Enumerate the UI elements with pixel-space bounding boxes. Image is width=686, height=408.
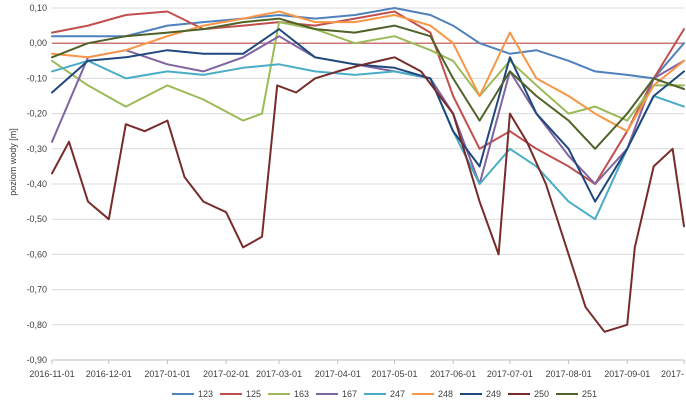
legend-label-125: 125 <box>246 389 261 399</box>
x-tick-label: 2016-11-01 <box>29 369 74 379</box>
y-tick-label: -0,50 <box>26 214 47 224</box>
x-axis-ticks: 2016-11-01 2016-12-01 2017-01-01 2017-02-01… <box>29 359 685 379</box>
x-tick-label: 2017-07-01 <box>487 369 533 379</box>
x-tick-label: 2016-12-01 <box>86 369 132 379</box>
series-lines <box>51 7 685 333</box>
x-tick-label: 2017-03-01 <box>256 369 302 379</box>
series-line-250 <box>51 56 685 333</box>
legend-label-123: 123 <box>198 389 213 399</box>
y-tick-label: 0,10 <box>29 3 47 13</box>
series-line-125 <box>51 10 685 185</box>
legend-label-163: 163 <box>294 389 309 399</box>
legend-label-249: 249 <box>486 389 501 399</box>
legend: 123 125 163 167 247 248 249 250 251 <box>172 389 597 399</box>
x-tick-label: 2017-01-01 <box>144 369 190 379</box>
series-line-123 <box>51 7 685 80</box>
gridlines <box>52 7 684 361</box>
x-tick-label: 2017-08-01 <box>546 369 592 379</box>
y-tick-label: -0,20 <box>26 109 47 119</box>
legend-label-167: 167 <box>342 389 357 399</box>
y-tick-label: 0,00 <box>29 38 47 48</box>
series-line-248 <box>51 10 685 133</box>
x-tick-label: 2017- <box>661 369 684 379</box>
y-tick-label: -0,30 <box>26 144 47 154</box>
legend-label-251: 251 <box>582 389 597 399</box>
series-line-247 <box>51 59 685 221</box>
y-axis-title: poziom wody [m] <box>8 128 18 196</box>
legend-label-250: 250 <box>534 389 549 399</box>
y-tick-label: -0,70 <box>26 285 47 295</box>
y-tick-label: -0,10 <box>26 73 47 83</box>
series-line-163 <box>51 21 685 122</box>
x-tick-label: 2017-09-01 <box>604 369 650 379</box>
x-tick-label: 2017-06-01 <box>430 369 476 379</box>
x-tick-label: 2017-02-01 <box>203 369 249 379</box>
legend-label-248: 248 <box>438 389 453 399</box>
y-tick-label: -0,80 <box>26 320 47 330</box>
legend-label-247: 247 <box>390 389 405 399</box>
x-tick-label: 2017-05-01 <box>371 369 417 379</box>
y-tick-label: -0,60 <box>26 249 47 259</box>
series-line-249 <box>51 28 685 203</box>
y-tick-label: -0,40 <box>26 179 47 189</box>
x-tick-label: 2017-04-01 <box>315 369 361 379</box>
y-tick-label: -0,90 <box>26 355 47 365</box>
y-axis-ticks: 0,10 0,00 -0,10 -0,20 -0,30 -0,40 -0,50 -0,60 -0… <box>26 3 47 365</box>
series-line-251 <box>51 17 685 150</box>
